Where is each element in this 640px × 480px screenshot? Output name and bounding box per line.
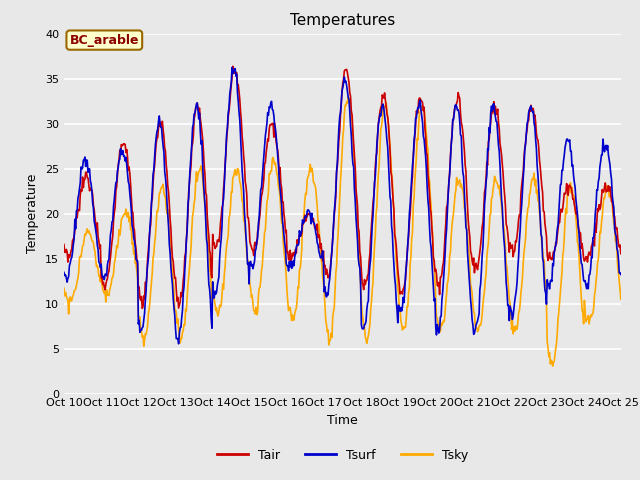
Y-axis label: Temperature: Temperature (26, 174, 40, 253)
X-axis label: Time: Time (327, 414, 358, 427)
Text: BC_arable: BC_arable (70, 34, 139, 47)
Title: Temperatures: Temperatures (290, 13, 395, 28)
Legend: Tair, Tsurf, Tsky: Tair, Tsurf, Tsky (212, 444, 473, 467)
